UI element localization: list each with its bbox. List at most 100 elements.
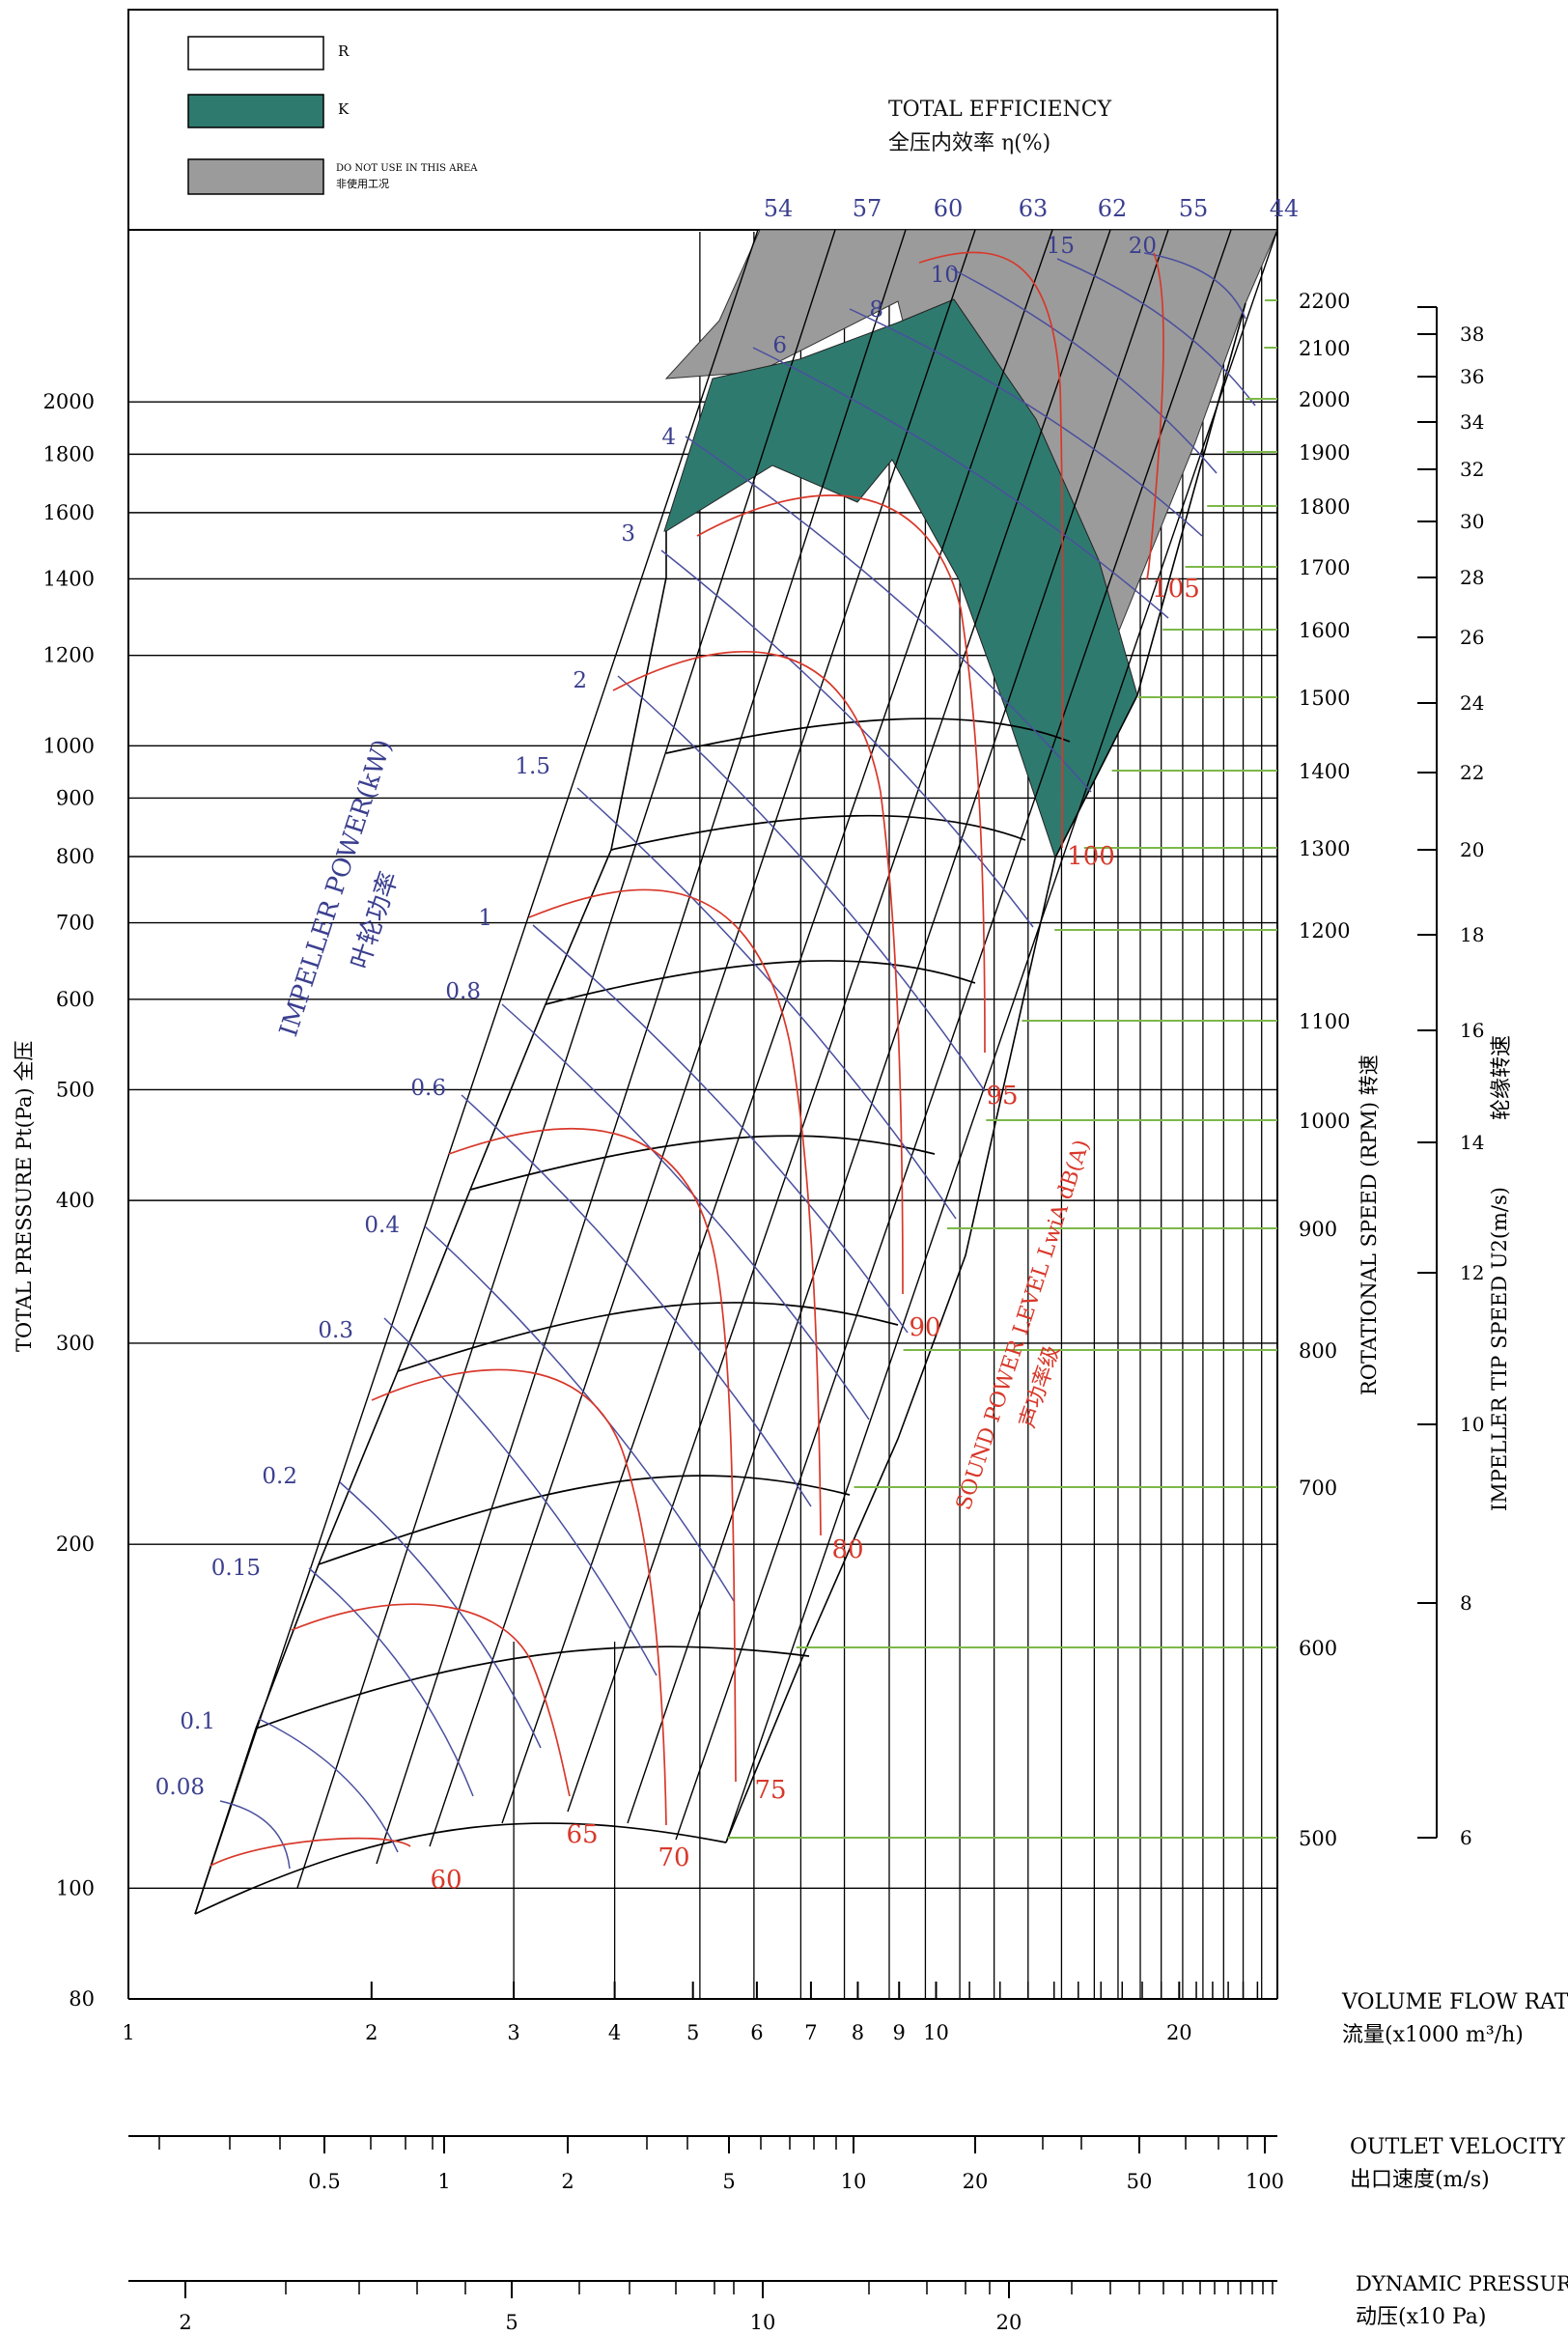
outlet-velocity-label: 1 <box>437 2170 450 2193</box>
legend-label-k: K <box>338 100 350 118</box>
speed-curve <box>610 814 1026 851</box>
power-curve <box>219 1800 291 1870</box>
y-tick-label: 100 <box>56 1876 95 1899</box>
y-tick-label: 1000 <box>43 734 95 757</box>
rpm-label: 2200 <box>1299 290 1350 313</box>
outlet-velocity-label: 10 <box>841 2170 867 2193</box>
power-label: 2 <box>573 668 587 693</box>
outlet-velocity-label: 50 <box>1127 2170 1153 2193</box>
rpm-label: 700 <box>1299 1477 1337 1500</box>
sound-label: 60 <box>430 1866 462 1895</box>
sound-curve <box>918 251 1064 849</box>
x-axis-title-cn: 流量(x1000 m³/h) <box>1342 2023 1524 2047</box>
power-curve <box>461 1094 812 1507</box>
efficiency-label: 63 <box>1019 195 1049 222</box>
efficiency-ray <box>567 229 1111 1813</box>
dynamic-pressure-label: 2 <box>179 2311 191 2334</box>
speed-curve <box>318 1475 851 1565</box>
dynamic-pressure-title-cn: 动压(x10 Pa) <box>1356 2305 1487 2329</box>
y-tick-label: 400 <box>56 1189 95 1212</box>
speed-curve <box>255 1646 810 1730</box>
power-label: 20 <box>1129 234 1157 259</box>
legend-swatch-na <box>187 158 324 195</box>
dynamic-pressure-label: 5 <box>505 2311 518 2334</box>
power-label: 1 <box>478 906 492 931</box>
rpm-label: 900 <box>1299 1218 1337 1241</box>
power-curve <box>258 1718 399 1853</box>
rpm-label: 1900 <box>1299 441 1350 464</box>
power-curve <box>752 347 1169 619</box>
y-tick-label: 1800 <box>43 442 95 465</box>
operating-regions <box>663 229 1278 859</box>
x-tick-label: 1 <box>122 2021 134 2044</box>
legend-label-na: DO NOT USE IN THIS AREA <box>336 163 478 174</box>
tip-speed-label: 32 <box>1460 458 1484 481</box>
sound-label: 80 <box>831 1535 863 1564</box>
x-tick-label: 10 <box>923 2021 949 2044</box>
power-curve <box>685 436 1092 793</box>
power-label: 10 <box>931 263 959 288</box>
efficiency-label: 44 <box>1270 195 1300 222</box>
power-label: 6 <box>772 333 787 358</box>
efficiency-label: 55 <box>1179 195 1209 222</box>
sound-curve <box>696 494 986 1054</box>
efficiency-label: 60 <box>934 195 964 222</box>
fan-envelope-left <box>194 531 667 1915</box>
sound-label: 70 <box>658 1843 689 1872</box>
rpm-label: 1600 <box>1299 619 1350 642</box>
power-curve <box>383 1317 658 1676</box>
tip-speed-label: 18 <box>1460 923 1484 946</box>
rpm-label: 1800 <box>1299 495 1350 519</box>
y-tick-label: 1400 <box>43 567 95 590</box>
x-axis-title: VOLUME FLOW RATE <box>1341 1990 1568 2014</box>
tip-speed-label: 8 <box>1460 1591 1472 1615</box>
efficiency-label: 54 <box>764 195 794 222</box>
y-tick-label: 200 <box>56 1533 95 1556</box>
outlet-velocity-title-cn: 出口速度(m/s) <box>1350 2168 1490 2192</box>
efficiency-ray <box>376 229 907 1865</box>
tip-speed-label: 12 <box>1460 1261 1484 1284</box>
power-curve <box>532 924 909 1334</box>
power-label: 0.08 <box>155 1775 205 1800</box>
sound-label: 65 <box>566 1820 598 1849</box>
efficiency-ray <box>194 229 759 1915</box>
y-tick-label: 600 <box>56 988 95 1011</box>
power-label: 0.4 <box>364 1213 400 1238</box>
outlet-velocity-label: 20 <box>963 2170 989 2193</box>
sound-label: 90 <box>909 1313 940 1342</box>
tip-speed-label: 38 <box>1460 323 1484 346</box>
fan-envelope-right <box>725 302 1246 1843</box>
power-curve <box>849 308 1203 537</box>
axes: 8010020030040050060070080090010001200140… <box>43 306 1438 2334</box>
power-label: 0.1 <box>180 1709 215 1734</box>
speed-curve <box>469 1135 936 1191</box>
efficiency-label: 57 <box>853 195 882 222</box>
tip-speed-label: 28 <box>1460 566 1484 589</box>
tip-speed-label: 26 <box>1460 626 1484 649</box>
efficiency-ray <box>296 229 836 1889</box>
power-curve <box>308 1567 474 1797</box>
x-tick-label: 20 <box>1166 2021 1192 2044</box>
rpm-label: 1000 <box>1299 1110 1350 1133</box>
x-tick-label: 5 <box>686 2021 699 2044</box>
x-tick-label: 6 <box>750 2021 763 2044</box>
tip-speed-label: 14 <box>1460 1131 1484 1154</box>
efficiency-ray <box>675 229 1232 1841</box>
x-tick-label: 7 <box>804 2021 817 2044</box>
speed-curve <box>545 960 976 1005</box>
tip-speed-label: 34 <box>1460 410 1484 434</box>
y-tick-label: 900 <box>56 786 95 809</box>
speed-curve <box>397 1302 899 1372</box>
power-label: 0.8 <box>445 979 481 1004</box>
y-tick-label: 800 <box>56 845 95 868</box>
power-label: 0.3 <box>318 1318 353 1343</box>
outlet-velocity-title: OUTLET VELOCITY <box>1350 2135 1565 2159</box>
legend-label-na-cn: 非使用工况 <box>336 178 389 190</box>
speed-curve <box>194 1822 727 1915</box>
x-tick-label: 3 <box>507 2021 519 2044</box>
sound-curve <box>448 1128 737 1783</box>
tip-speed-axis-title: IMPELLER TIP SPEED U2(m/s) <box>1488 1187 1511 1511</box>
legend-swatch-k <box>187 94 324 128</box>
tip-speed-label: 10 <box>1460 1413 1484 1436</box>
tip-speed-label: 36 <box>1460 365 1484 388</box>
